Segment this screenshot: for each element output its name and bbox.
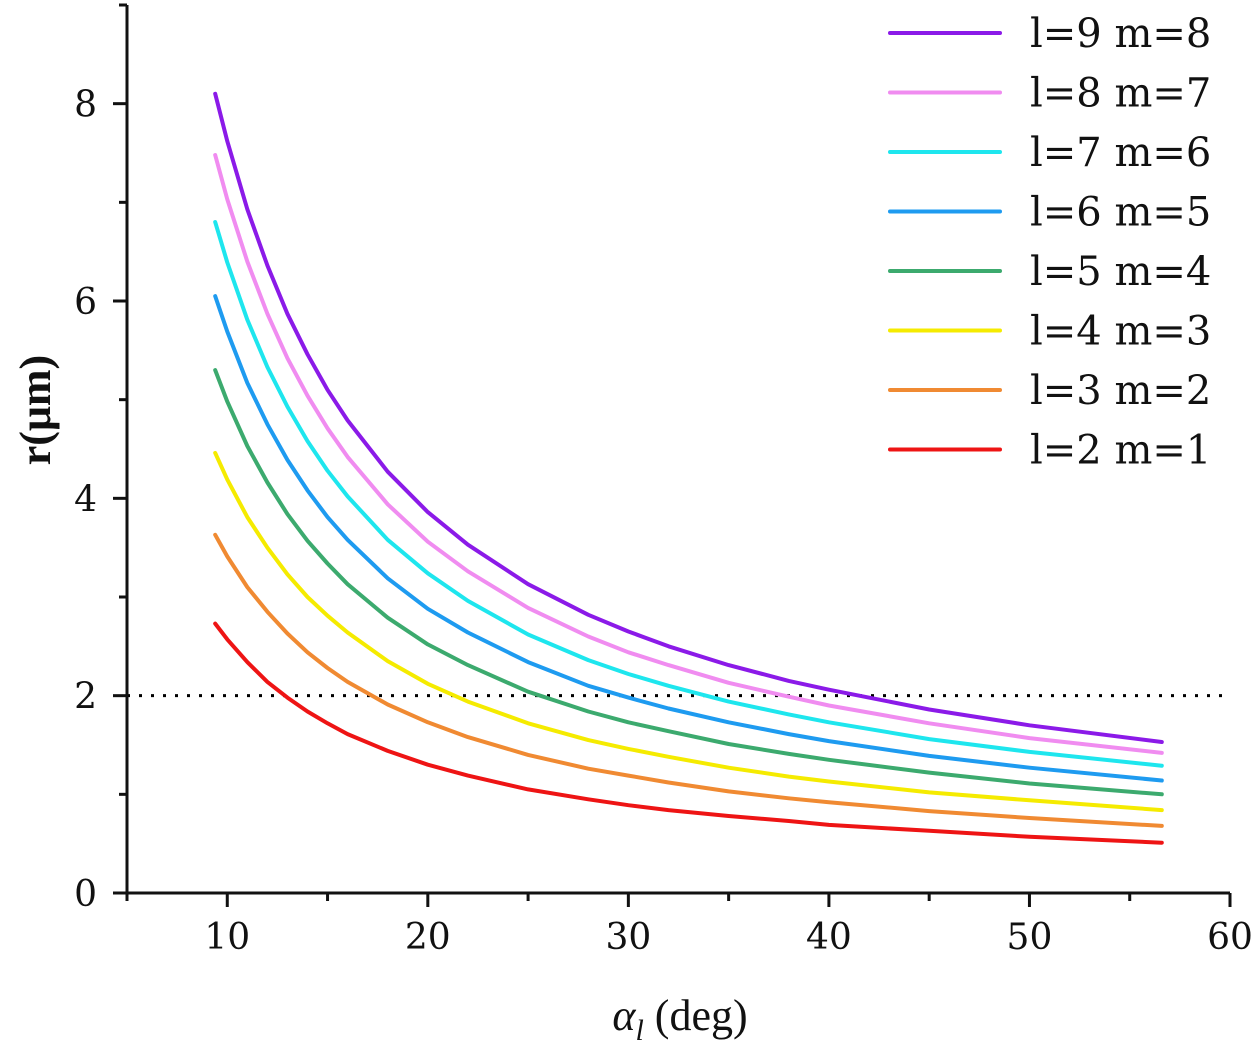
series-line-6 [213,532,1164,828]
series-line-2 [213,220,1164,768]
x-axis-title-symbol: α [612,991,636,1040]
legend-label-7: l=2 m=1 [1030,428,1211,474]
y-tick-label: 4 [74,479,97,520]
series-layer [213,91,1164,845]
y-tick-label: 8 [74,85,97,126]
x-axis-title: αl (deg) [612,991,747,1044]
legend-label-0: l=9 m=8 [1030,11,1211,57]
series-line-1 [213,153,1164,755]
legend-label-1: l=8 m=7 [1030,71,1211,117]
y-axis-title: r(μm) [11,355,60,465]
legend: l=9 m=8 l=8 m=7 l=7 m=6 l=6 m=5 l=5 m=4 l=4 m… [888,11,1211,474]
y-tick-label: 0 [74,874,97,915]
x-tick-label: 60 [1207,917,1253,958]
legend-label-3: l=6 m=5 [1030,190,1211,236]
x-axis-title-subscript: l [635,1014,643,1044]
x-tick-label: 10 [204,917,250,958]
x-tick-label: 20 [405,917,451,958]
x-tick-label: 40 [806,917,852,958]
series-line-4 [213,368,1164,797]
legend-label-6: l=3 m=2 [1030,368,1211,414]
series-line-7 [213,621,1164,845]
x-axis-title-unit: (deg) [644,991,748,1040]
legend-label-2: l=7 m=6 [1030,130,1211,176]
x-tick-label: 30 [605,917,651,958]
x-tick-label: 50 [1007,917,1053,958]
series-line-0 [213,91,1164,744]
legend-label-5: l=4 m=3 [1030,309,1211,355]
series-line-5 [213,450,1164,813]
y-tick-label: 2 [74,677,97,718]
axes: 10 20 30 40 50 60 0 2 4 6 8 [74,3,1253,958]
y-tick-label: 6 [74,282,97,323]
legend-label-4: l=5 m=4 [1030,249,1211,295]
series-line-3 [213,294,1164,783]
